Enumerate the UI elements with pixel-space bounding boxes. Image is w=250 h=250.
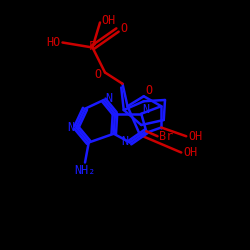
- Text: Br: Br: [160, 130, 174, 143]
- Text: N: N: [122, 135, 129, 148]
- Text: O: O: [145, 84, 152, 97]
- Text: O: O: [94, 68, 101, 81]
- Text: OH: OH: [188, 130, 202, 143]
- Text: HO: HO: [46, 36, 60, 49]
- Text: O: O: [120, 22, 128, 35]
- Text: N: N: [105, 92, 112, 105]
- Text: P: P: [88, 40, 96, 54]
- Text: N: N: [142, 103, 150, 116]
- Text: NH₂: NH₂: [74, 164, 96, 176]
- Text: OH: OH: [183, 146, 198, 159]
- Text: OH: OH: [101, 14, 116, 26]
- Text: N: N: [67, 121, 74, 134]
